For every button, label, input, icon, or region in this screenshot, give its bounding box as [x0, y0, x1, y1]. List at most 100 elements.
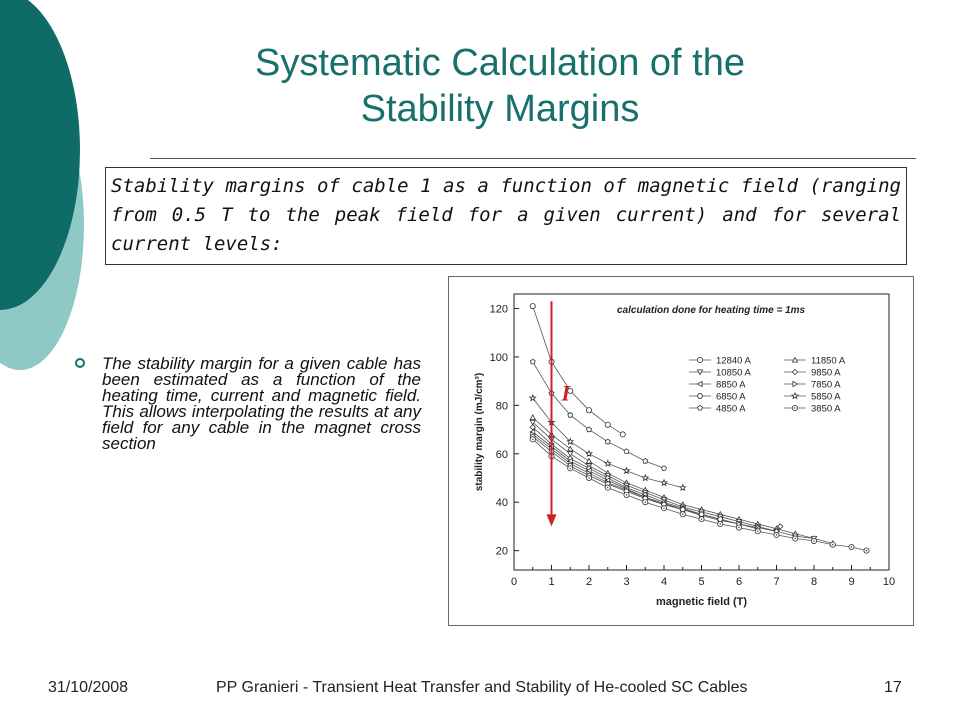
data-point — [717, 516, 724, 522]
x-tick-label: 8 — [811, 576, 817, 588]
decorative-arcs — [0, 0, 84, 370]
data-point-dot — [663, 507, 665, 509]
data-point — [567, 387, 574, 394]
legend-label: 9850 A — [811, 368, 841, 379]
data-point — [659, 478, 669, 487]
x-tick-label: 10 — [883, 576, 895, 588]
legend-label: 4850 A — [716, 404, 746, 415]
series-10850-A — [532, 422, 815, 539]
data-point-dot — [644, 501, 646, 503]
data-point — [777, 523, 784, 530]
x-tick-label: 9 — [848, 576, 854, 588]
y-axis-label: stability margin (mJ/cm³) — [474, 373, 485, 491]
series-7850-A — [532, 434, 740, 525]
data-point-dot — [832, 543, 834, 546]
data-point-dot — [738, 526, 740, 529]
chart-annotation: calculation done for heating time = 1ms — [617, 305, 806, 316]
data-point — [585, 407, 592, 414]
series-line — [532, 417, 833, 544]
x-tick-label: 2 — [586, 576, 592, 588]
data-point — [567, 451, 574, 458]
data-point — [698, 511, 705, 518]
data-point — [584, 449, 594, 458]
data-point — [623, 448, 630, 454]
data-point — [642, 458, 649, 464]
data-point — [678, 483, 687, 492]
x-tick-label: 0 — [511, 576, 517, 588]
legend-label: 5850 A — [811, 392, 841, 403]
page-number: 17 — [884, 679, 902, 696]
data-point — [528, 393, 537, 402]
page-title: Systematic Calculation of the Stability … — [150, 40, 850, 132]
current-arrow-label: I — [561, 381, 572, 406]
data-point-dot — [813, 540, 815, 542]
data-point — [567, 412, 574, 418]
legend-marker — [792, 380, 799, 388]
x-tick-label: 1 — [548, 576, 554, 588]
legend-label: 8850 A — [716, 380, 746, 391]
y-tick-label: 60 — [496, 449, 508, 461]
y-tick-label: 120 — [490, 304, 508, 316]
intro-text: Stability margins of cable 1 as a functi… — [111, 175, 901, 255]
title-line-2: Stability Margins — [360, 88, 640, 130]
series-line — [532, 422, 815, 539]
footer-title: PP Granieri - Transient Heat Transfer an… — [216, 679, 748, 696]
series-3850-A — [532, 439, 867, 551]
data-point — [529, 303, 536, 310]
data-point-dot — [682, 513, 684, 516]
legend-marker — [790, 391, 800, 400]
data-point — [586, 426, 592, 433]
series-line — [532, 439, 867, 551]
data-point-dot — [865, 549, 868, 552]
footer-date: 31/10/2008 — [48, 679, 129, 696]
legend-marker — [696, 393, 704, 399]
bullet-item: The stability margin for a given cable h… — [75, 355, 421, 452]
data-point — [641, 473, 650, 482]
current-arrow-head — [546, 514, 557, 527]
legend-marker-dot — [794, 407, 796, 409]
x-tick-label: 6 — [736, 576, 742, 588]
data-point-dot — [569, 467, 571, 470]
data-point-dot — [625, 494, 628, 496]
intro-box: Stability margins of cable 1 as a functi… — [105, 167, 907, 265]
data-point-dot — [757, 530, 759, 532]
x-tick-label: 7 — [773, 576, 779, 588]
plot-area — [513, 293, 890, 571]
legend-label: 6850 A — [716, 392, 746, 403]
legend-marker — [791, 356, 799, 363]
data-point-dot — [794, 537, 796, 540]
data-point-dot — [607, 486, 609, 489]
x-tick-label: 5 — [698, 576, 704, 588]
x-tick-label: 3 — [623, 576, 629, 588]
data-point — [603, 459, 612, 467]
legend-marker — [697, 404, 703, 411]
legend-marker — [696, 357, 703, 364]
data-point-dot — [588, 477, 590, 479]
data-point-dot — [532, 438, 534, 440]
data-point-dot — [775, 534, 778, 536]
series-4850-A — [532, 361, 665, 469]
data-point — [566, 437, 575, 446]
series-line — [532, 361, 665, 469]
x-tick-label: 4 — [661, 576, 667, 588]
data-point — [529, 424, 536, 431]
legend-label: 11850 A — [811, 356, 846, 367]
ring-bullet-icon — [75, 358, 85, 368]
legend-label: 7850 A — [811, 380, 841, 391]
stability-margin-chart: 0 1 2 3 4 5 6 7 8 9 10 20 40 60 80 100 120 magnetic field… — [474, 293, 895, 608]
data-point — [567, 445, 574, 452]
legend-marker — [696, 380, 703, 388]
data-point — [585, 457, 593, 464]
legend-marker — [696, 369, 704, 376]
legend-marker — [791, 368, 799, 376]
data-point — [619, 431, 626, 438]
data-point — [529, 414, 536, 421]
y-tick-label: 80 — [496, 400, 508, 412]
data-point-dot — [850, 546, 853, 548]
title-divider — [150, 158, 916, 159]
data-point — [604, 421, 611, 428]
legend-label: 3850 A — [811, 404, 841, 415]
data-point — [604, 438, 611, 445]
chart-frame: 0 1 2 3 4 5 6 7 8 9 10 20 40 60 80 100 120 magnetic field… — [448, 276, 914, 626]
legend-label: 12840 A — [716, 356, 752, 367]
